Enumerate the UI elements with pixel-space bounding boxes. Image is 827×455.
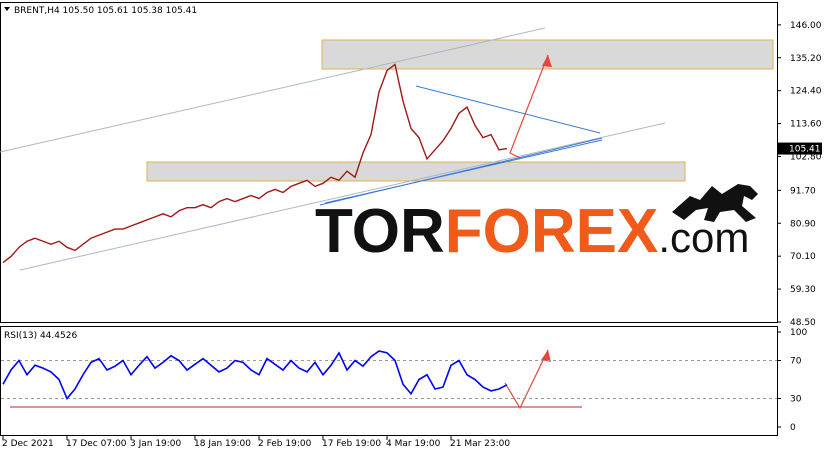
y-tick-label: 70.10 xyxy=(790,252,816,262)
channel-upper xyxy=(0,27,546,153)
y-tick-label: 70 xyxy=(790,357,802,367)
y-tick-label: 100 xyxy=(790,328,807,338)
channel-lower xyxy=(19,122,666,271)
rsi-title: RSI(13) 44.4526 xyxy=(4,331,77,341)
header: BRENT,H4 105.50 105.61 105.38 105.41 xyxy=(14,6,197,16)
triangle-lower-2 xyxy=(324,139,603,204)
watermark-tor: TOR xyxy=(315,197,445,266)
y-tick-label: 135.20 xyxy=(790,54,822,64)
arrow-head xyxy=(542,55,552,67)
x-tick-label: 4 Mar 19:00 xyxy=(386,439,441,449)
x-tick-label: 18 Jan 19:00 xyxy=(194,439,251,449)
x-tick-label: 21 Mar 23:00 xyxy=(450,439,510,449)
y-tick-label: 113.60 xyxy=(790,120,822,130)
price-line xyxy=(2,63,508,264)
x-tick-label: 17 Dec 07:00 xyxy=(66,439,127,449)
x-tick-label: 17 Feb 19:00 xyxy=(322,439,381,449)
y-tick-label: 91.70 xyxy=(790,186,816,196)
x-tick-label: 2 Feb 19:00 xyxy=(258,439,312,449)
price-label: 105.41 xyxy=(789,145,821,155)
watermark-forex: FOREX xyxy=(445,197,659,266)
y-tick-label: 59.30 xyxy=(790,285,816,295)
watermark-text: TORFOREX.com xyxy=(315,197,749,266)
menu-icon xyxy=(4,7,10,11)
watermark: TORFOREX.com xyxy=(315,184,758,266)
y-tick-label: 102.80 xyxy=(790,153,822,163)
y-tick-label: 146.00 xyxy=(790,21,822,31)
forecast-arrow xyxy=(509,54,549,159)
y-tick-label: 124.40 xyxy=(790,87,822,97)
y-tick-label: 80.90 xyxy=(790,219,816,229)
triangle-upper xyxy=(415,85,601,134)
y-tick-label: 48.50 xyxy=(790,318,816,328)
bull-icon xyxy=(672,184,758,222)
x-tick-label: 2 Dec 2021 xyxy=(2,439,54,449)
y-tick-label: 0 xyxy=(790,423,796,433)
y-tick-label: 30 xyxy=(790,395,802,405)
x-tick-label: 3 Jan 19:00 xyxy=(130,439,182,449)
main-panel xyxy=(0,2,778,323)
rsi-forecast-arrow xyxy=(504,349,549,410)
support-zone xyxy=(146,161,686,182)
price-label-box xyxy=(778,142,822,155)
rsi-line xyxy=(2,350,508,401)
arrow-head xyxy=(541,350,551,362)
watermark-com: .com xyxy=(658,214,749,261)
rsi-panel xyxy=(0,326,778,436)
